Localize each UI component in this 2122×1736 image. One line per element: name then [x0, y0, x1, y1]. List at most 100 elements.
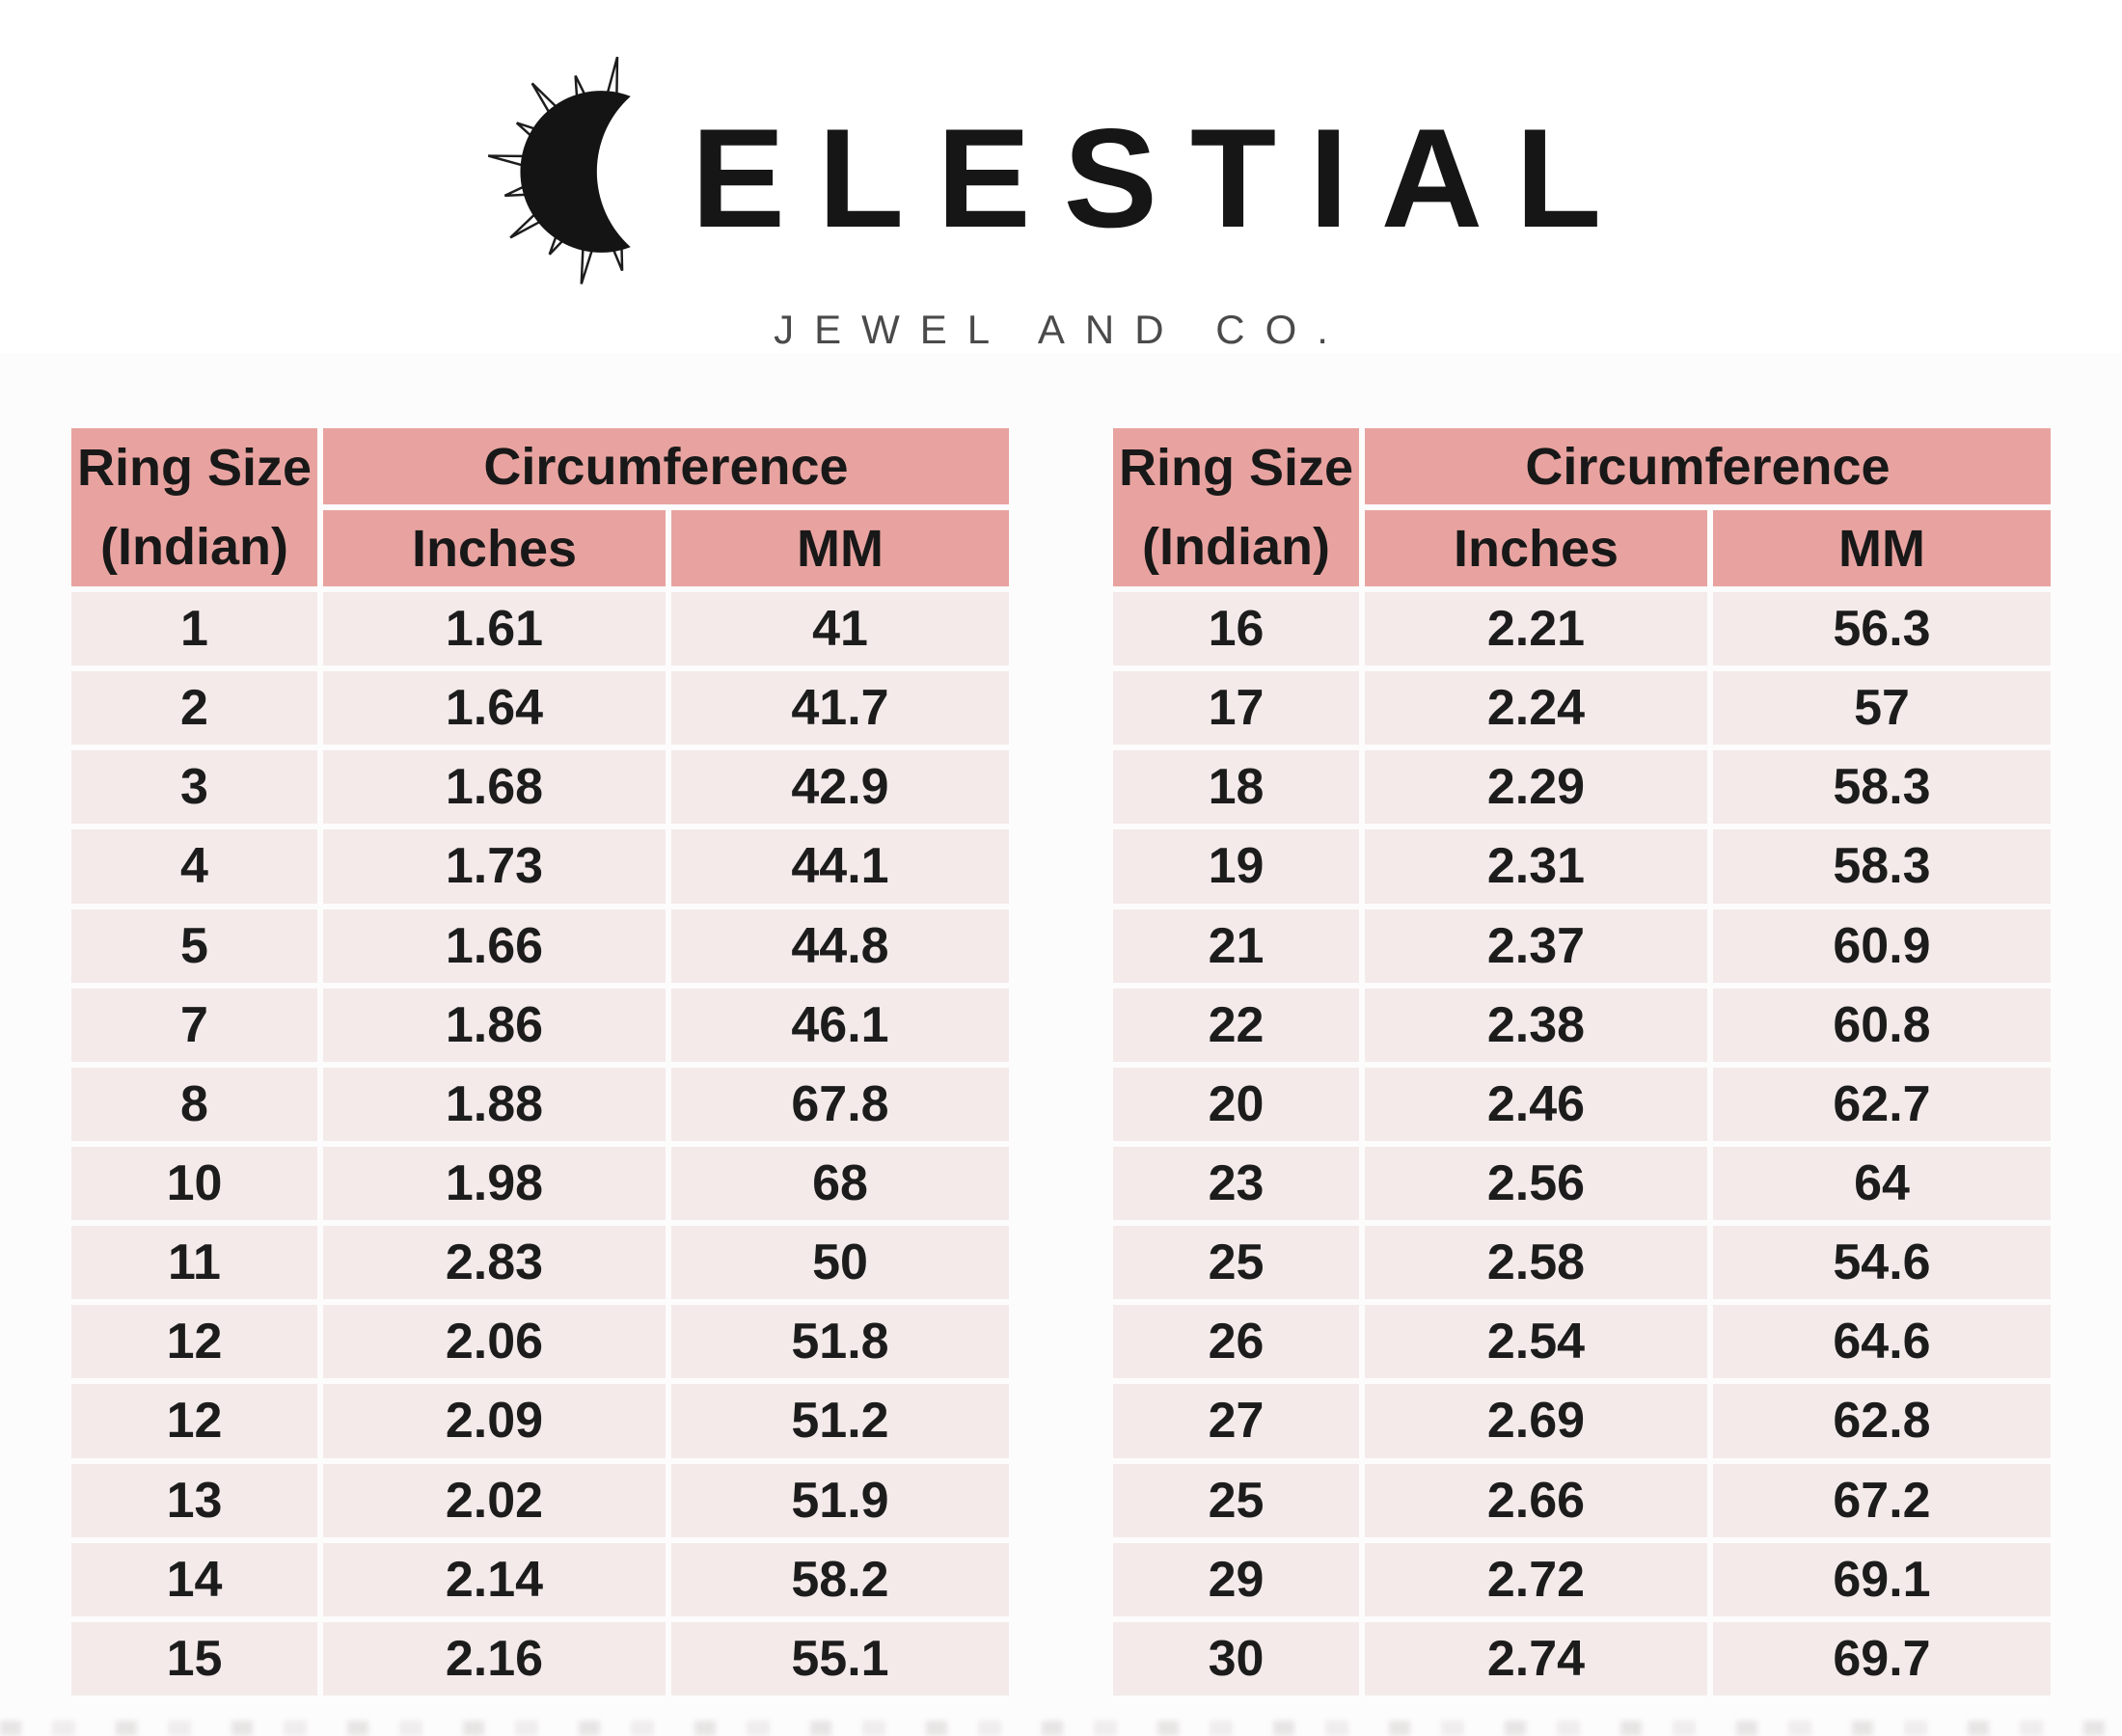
mm-cell: 62.8: [1713, 1384, 2052, 1458]
circumference-header: Circumference: [1365, 428, 2052, 504]
ring-size-cell: 23: [1113, 1146, 1359, 1221]
inches-cell: 2.16: [322, 1621, 666, 1695]
inches-cell: 1.68: [322, 750, 666, 825]
mm-cell: 67.8: [670, 1067, 1009, 1141]
inches-cell: 2.24: [1365, 671, 1707, 746]
ring-size-cell: 15: [70, 1621, 317, 1695]
mm-cell: 51.9: [670, 1463, 1009, 1537]
ring-size-cell: 17: [1113, 671, 1359, 746]
table-row: 18 2.29 58.3: [1113, 750, 2052, 825]
inches-header: Inches: [322, 510, 666, 586]
table-body-right: 16 2.21 56.3 17 2.24 57 18 2.29 58.3 19 2.31 58.3 21…: [1113, 592, 2052, 1695]
inches-cell: 2.72: [1365, 1542, 1707, 1616]
ring-size-cell: 13: [70, 1463, 317, 1537]
inches-cell: 1.88: [322, 1067, 666, 1141]
table-row: 20 2.46 62.7: [1113, 1067, 2052, 1141]
tables-container: Ring Size (Indian) Circumference Inches …: [0, 422, 2122, 1699]
table-row: 4 1.73 44.1: [70, 829, 1009, 904]
table-row: 23 2.56 64: [1113, 1146, 2052, 1221]
ring-size-header-line2: (Indian): [1142, 518, 1330, 576]
table-row: 12 2.09 51.2: [70, 1384, 1009, 1458]
table-row: 17 2.24 57: [1113, 671, 2052, 746]
mm-cell: 44.8: [670, 909, 1009, 983]
mm-cell: 58.2: [670, 1542, 1009, 1616]
mm-cell: 62.7: [1713, 1067, 2052, 1141]
brand-tagline: JEWEL AND CO.: [774, 307, 1348, 352]
bottom-edge-artifact: [0, 1721, 2122, 1736]
mm-cell: 58.3: [1713, 750, 2052, 825]
brand-name-text: ELESTIAL: [691, 99, 1635, 257]
mm-header: MM: [1713, 510, 2052, 586]
table-row: 3 1.68 42.9: [70, 750, 1009, 825]
inches-cell: 1.64: [322, 671, 666, 746]
table-body-left: 1 1.61 41 2 1.64 41.7 3 1.68 42.9 4 1.73 44.1 5 1.66 4…: [70, 592, 1009, 1695]
mm-cell: 67.2: [1713, 1463, 2052, 1537]
mm-cell: 41: [670, 592, 1009, 666]
inches-cell: 2.29: [1365, 750, 1707, 825]
ring-size-header-line1: Ring Size: [76, 439, 312, 497]
mm-cell: 64: [1713, 1146, 2052, 1221]
ring-size-cell: 12: [70, 1384, 317, 1458]
ring-size-cell: 20: [1113, 1067, 1359, 1141]
header-row-2: Inches MM: [71, 510, 1009, 586]
inches-cell: 2.69: [1365, 1384, 1707, 1458]
ring-size-cell: 29: [1113, 1542, 1359, 1616]
inches-cell: 1.61: [322, 592, 666, 666]
mm-cell: 64.6: [1713, 1305, 2052, 1379]
table-row: 21 2.37 60.9: [1113, 909, 2052, 983]
inches-cell: 2.74: [1365, 1621, 1707, 1695]
mm-cell: 50: [670, 1226, 1009, 1300]
inches-cell: 2.66: [1365, 1463, 1707, 1537]
table-row: 15 2.16 55.1: [70, 1621, 1009, 1695]
inches-cell: 2.58: [1365, 1226, 1707, 1300]
table-row: 22 2.38 60.8: [1113, 988, 2052, 1062]
ring-size-cell: 16: [1113, 592, 1359, 666]
mm-cell: 54.6: [1713, 1226, 2052, 1300]
table-row: 30 2.74 69.7: [1113, 1621, 2052, 1695]
table-row: 26 2.54 64.6: [1113, 1305, 2052, 1379]
table-row: 25 2.66 67.2: [1113, 1463, 2052, 1537]
mm-cell: 56.3: [1713, 592, 2052, 666]
table-row: 1 1.61 41: [70, 592, 1009, 666]
table-row: 29 2.72 69.1: [1113, 1542, 2052, 1616]
ring-size-cell: 7: [70, 988, 317, 1062]
mm-cell: 42.9: [670, 750, 1009, 825]
table-row: 13 2.02 51.9: [70, 1463, 1009, 1537]
ring-size-header: Ring Size (Indian): [70, 428, 317, 586]
ring-size-cell: 12: [70, 1305, 317, 1379]
ring-size-cell: 30: [1113, 1621, 1359, 1695]
ring-size-table-left: Ring Size (Indian) Circumference Inches …: [66, 422, 1015, 1701]
sun-crescent-icon: [487, 50, 686, 293]
ring-size-cell: 1: [70, 592, 317, 666]
inches-cell: 2.21: [1365, 592, 1707, 666]
table-row: 25 2.58 54.6: [1113, 1226, 2052, 1300]
ring-size-cell: 14: [70, 1542, 317, 1616]
table-row: 19 2.31 58.3: [1113, 829, 2052, 904]
ring-size-cell: 8: [70, 1067, 317, 1141]
mm-cell: 41.7: [670, 671, 1009, 746]
inches-cell: 1.98: [322, 1146, 666, 1221]
header-row-2: Inches MM: [1113, 510, 2052, 586]
table-row: 7 1.86 46.1: [70, 988, 1009, 1062]
mm-cell: 60.9: [1713, 909, 2052, 983]
mm-cell: 68: [670, 1146, 1009, 1221]
ring-size-cell: 10: [70, 1146, 317, 1221]
mm-cell: 55.1: [670, 1621, 1009, 1695]
table-row: 2 1.64 41.7: [70, 671, 1009, 746]
mm-cell: 51.8: [670, 1305, 1009, 1379]
ring-size-cell: 21: [1113, 909, 1359, 983]
ring-size-cell: 26: [1113, 1305, 1359, 1379]
mm-cell: 51.2: [670, 1384, 1009, 1458]
inches-cell: 2.09: [322, 1384, 666, 1458]
mm-cell: 58.3: [1713, 829, 2052, 904]
mm-cell: 69.1: [1713, 1542, 2052, 1616]
ring-size-cell: 22: [1113, 988, 1359, 1062]
inches-cell: 2.38: [1365, 988, 1707, 1062]
inches-cell: 2.46: [1365, 1067, 1707, 1141]
ring-size-cell: 18: [1113, 750, 1359, 825]
ring-size-cell: 4: [70, 829, 317, 904]
inches-cell: 2.56: [1365, 1146, 1707, 1221]
table-row: 5 1.66 44.8: [70, 909, 1009, 983]
header-row-1: Ring Size (Indian) Circumference: [70, 428, 1009, 586]
table-row: 10 1.98 68: [70, 1146, 1009, 1221]
